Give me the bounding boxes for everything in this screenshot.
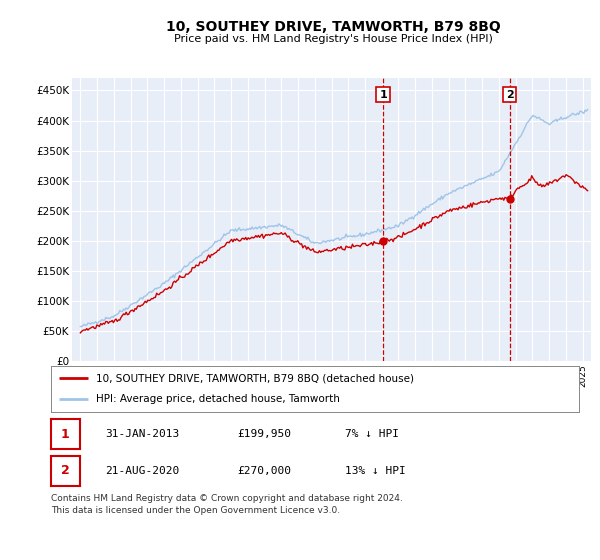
Text: Contains HM Land Registry data © Crown copyright and database right 2024.: Contains HM Land Registry data © Crown c… (51, 494, 403, 503)
Text: 2: 2 (61, 464, 70, 478)
Text: 13% ↓ HPI: 13% ↓ HPI (345, 466, 406, 476)
Text: 31-JAN-2013: 31-JAN-2013 (105, 429, 179, 439)
Text: HPI: Average price, detached house, Tamworth: HPI: Average price, detached house, Tamw… (96, 394, 340, 404)
Text: 10, SOUTHEY DRIVE, TAMWORTH, B79 8BQ (detached house): 10, SOUTHEY DRIVE, TAMWORTH, B79 8BQ (de… (96, 373, 414, 383)
Text: 1: 1 (61, 427, 70, 441)
Text: 21-AUG-2020: 21-AUG-2020 (105, 466, 179, 476)
Text: 1: 1 (379, 90, 387, 100)
Text: 10, SOUTHEY DRIVE, TAMWORTH, B79 8BQ: 10, SOUTHEY DRIVE, TAMWORTH, B79 8BQ (166, 20, 500, 34)
Text: £270,000: £270,000 (237, 466, 291, 476)
Text: This data is licensed under the Open Government Licence v3.0.: This data is licensed under the Open Gov… (51, 506, 340, 515)
Text: £199,950: £199,950 (237, 429, 291, 439)
Text: Price paid vs. HM Land Registry's House Price Index (HPI): Price paid vs. HM Land Registry's House … (173, 34, 493, 44)
Text: 2: 2 (506, 90, 514, 100)
Text: 7% ↓ HPI: 7% ↓ HPI (345, 429, 399, 439)
